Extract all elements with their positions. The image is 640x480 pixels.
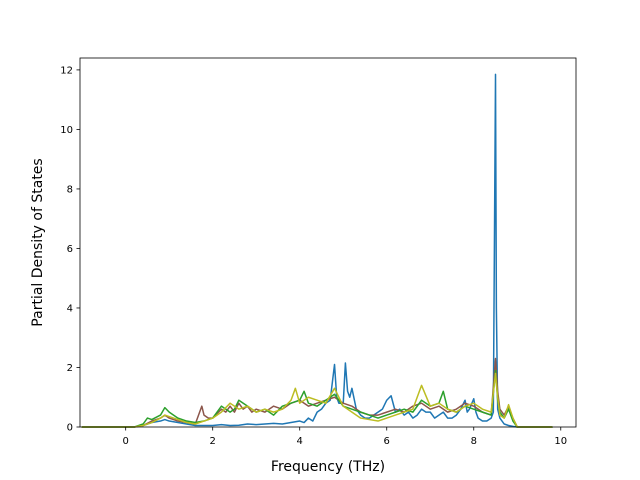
x-tick-label: 10 [554,436,567,447]
y-tick-label: 12 [60,66,73,77]
y-tick-label: 0 [67,423,73,434]
y-tick-label: 4 [67,304,73,315]
y-tick-label: 6 [67,244,73,255]
axis-ticks: 0 2 4 6 8 10 0 2 4 6 8 10 12 [60,66,567,447]
x-tick-label: 0 [122,436,128,447]
y-tick-label: 10 [60,125,73,136]
x-axis-label: Frequency (THz) [271,459,385,475]
series-line-4 [81,372,553,428]
y-tick-label: 8 [67,185,73,196]
y-tick-label: 2 [67,363,73,374]
x-tick-label: 2 [210,436,216,447]
y-axis-label: Partial Density of States [30,158,46,326]
axes-frame [79,57,577,428]
x-tick-label: 4 [297,436,303,447]
series-line-3 [81,369,553,428]
x-tick-label: 6 [384,436,390,447]
x-tick-label: 8 [471,436,477,447]
plot-area [81,73,553,428]
